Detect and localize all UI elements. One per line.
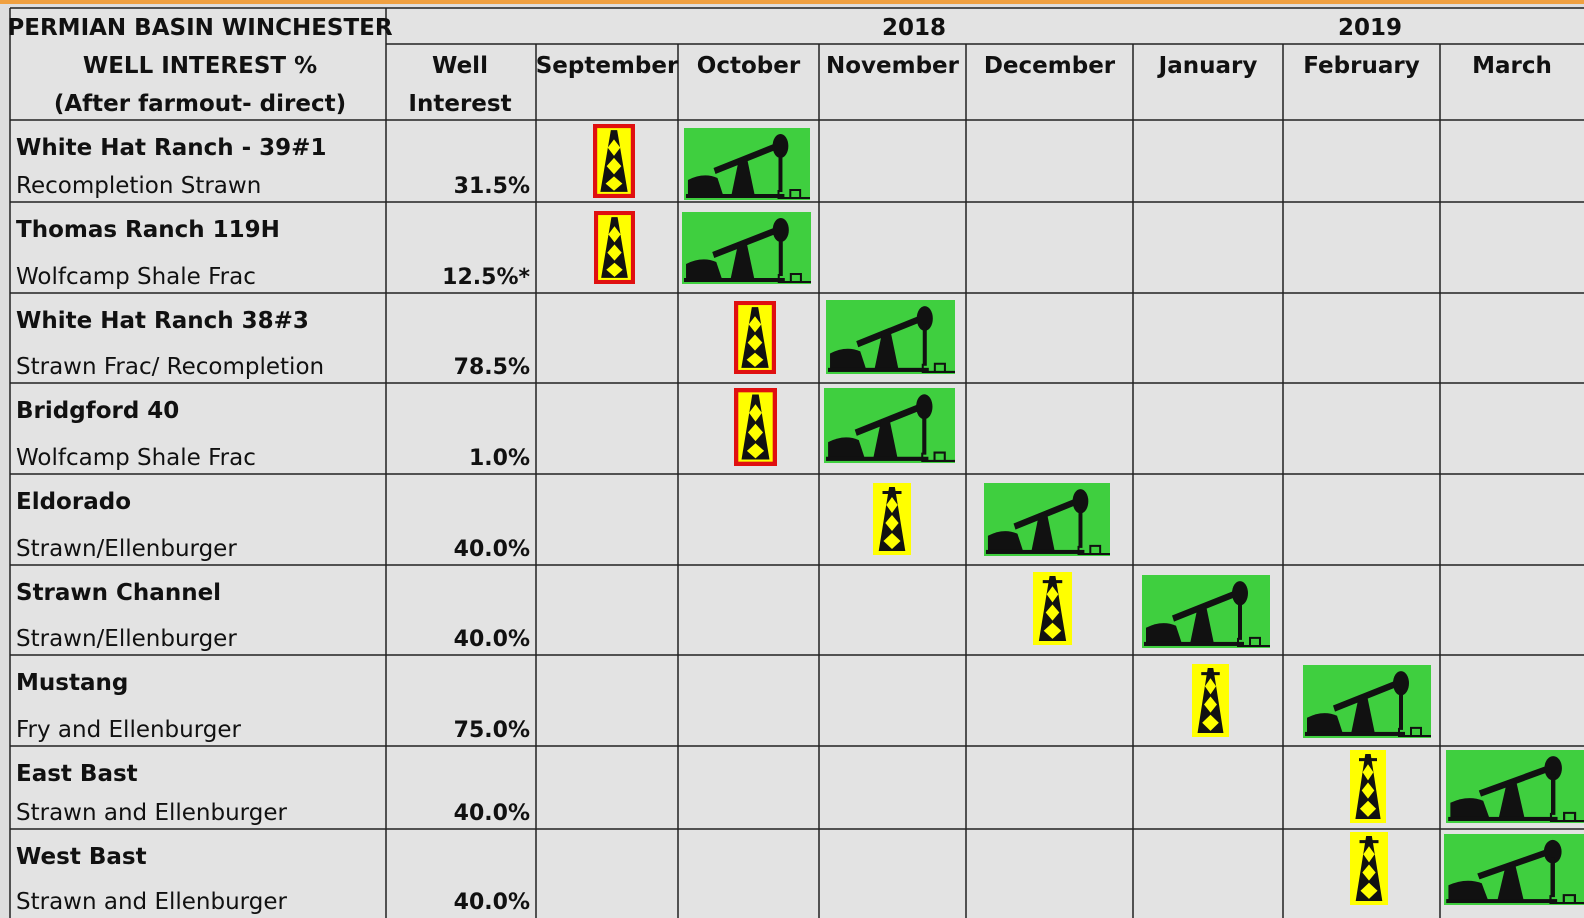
well-name: Mustang — [16, 670, 128, 696]
rig-icon — [1033, 572, 1072, 645]
well-interest: 40.0% — [454, 890, 530, 915]
pumpjack-icon — [682, 212, 811, 284]
pumpjack-icon — [984, 483, 1110, 556]
well-description: Wolfcamp Shale Frac — [16, 264, 256, 290]
pumpjack-icon — [1303, 665, 1431, 738]
rig-icon — [736, 303, 774, 372]
well-interest: 75.0% — [454, 718, 530, 743]
well-description: Recompletion Strawn — [16, 173, 261, 199]
month-label: January — [1157, 53, 1258, 79]
year-label: 2018 — [882, 15, 946, 41]
month-label: October — [697, 53, 801, 79]
header-title: WELL INTEREST % — [83, 53, 317, 79]
well-interest: 31.5% — [454, 174, 530, 199]
well-description: Strawn and Ellenburger — [16, 889, 287, 915]
well-description: Wolfcamp Shale Frac — [16, 445, 256, 471]
month-label: November — [826, 53, 960, 79]
month-label: March — [1472, 53, 1552, 79]
well-description: Strawn and Ellenburger — [16, 800, 287, 826]
well-description: Strawn/Ellenburger — [16, 626, 237, 652]
rig-icon — [736, 390, 775, 464]
pumpjack-icon — [1142, 575, 1270, 648]
month-label: February — [1303, 53, 1419, 79]
rig-icon — [1350, 750, 1386, 823]
well-name: Strawn Channel — [16, 580, 221, 606]
well-name: East Bast — [16, 761, 138, 787]
well-name: Thomas Ranch 119H — [16, 217, 280, 243]
header-title: (After farmout- direct) — [54, 91, 346, 117]
well-name: White Hat Ranch 38#3 — [16, 308, 309, 334]
rig-icon — [1192, 664, 1229, 737]
interest-header: Interest — [408, 91, 511, 117]
year-label: 2019 — [1338, 15, 1402, 41]
well-interest: 1.0% — [469, 446, 530, 471]
pumpjack-icon — [1444, 834, 1584, 905]
pumpjack-icon — [824, 388, 955, 463]
well-interest: 40.0% — [454, 537, 530, 562]
rig-icon — [1350, 832, 1388, 905]
pumpjack-icon — [826, 300, 955, 374]
month-label: December — [984, 53, 1116, 79]
well-description: Fry and Ellenburger — [16, 717, 242, 743]
well-name: Eldorado — [16, 489, 131, 515]
well-name: Bridgford 40 — [16, 398, 179, 424]
well-description: Strawn Frac/ Recompletion — [16, 354, 324, 380]
pumpjack-icon — [1446, 750, 1584, 823]
well-interest: 12.5%* — [442, 265, 530, 290]
rig-icon — [873, 483, 911, 555]
well-description: Strawn/Ellenburger — [16, 536, 237, 562]
well-interest: 40.0% — [454, 627, 530, 652]
rig-icon — [595, 126, 633, 196]
interest-header: Well — [432, 53, 488, 79]
well-name: West Bast — [16, 844, 147, 870]
schedule-table: PERMIAN BASIN WINCHESTER WELL INTEREST % (… — [0, 0, 1584, 918]
month-label: September — [536, 53, 679, 79]
well-interest: 40.0% — [454, 801, 530, 826]
rig-icon — [596, 213, 633, 282]
header-title: PERMIAN BASIN WINCHESTER — [7, 15, 392, 41]
well-interest: 78.5% — [454, 355, 530, 380]
well-name: White Hat Ranch - 39#1 — [16, 135, 326, 161]
top-stripe — [0, 0, 1584, 4]
pumpjack-icon — [684, 128, 810, 200]
page: {"header":{"title_lines":["PERMIAN BASIN… — [0, 0, 1584, 918]
